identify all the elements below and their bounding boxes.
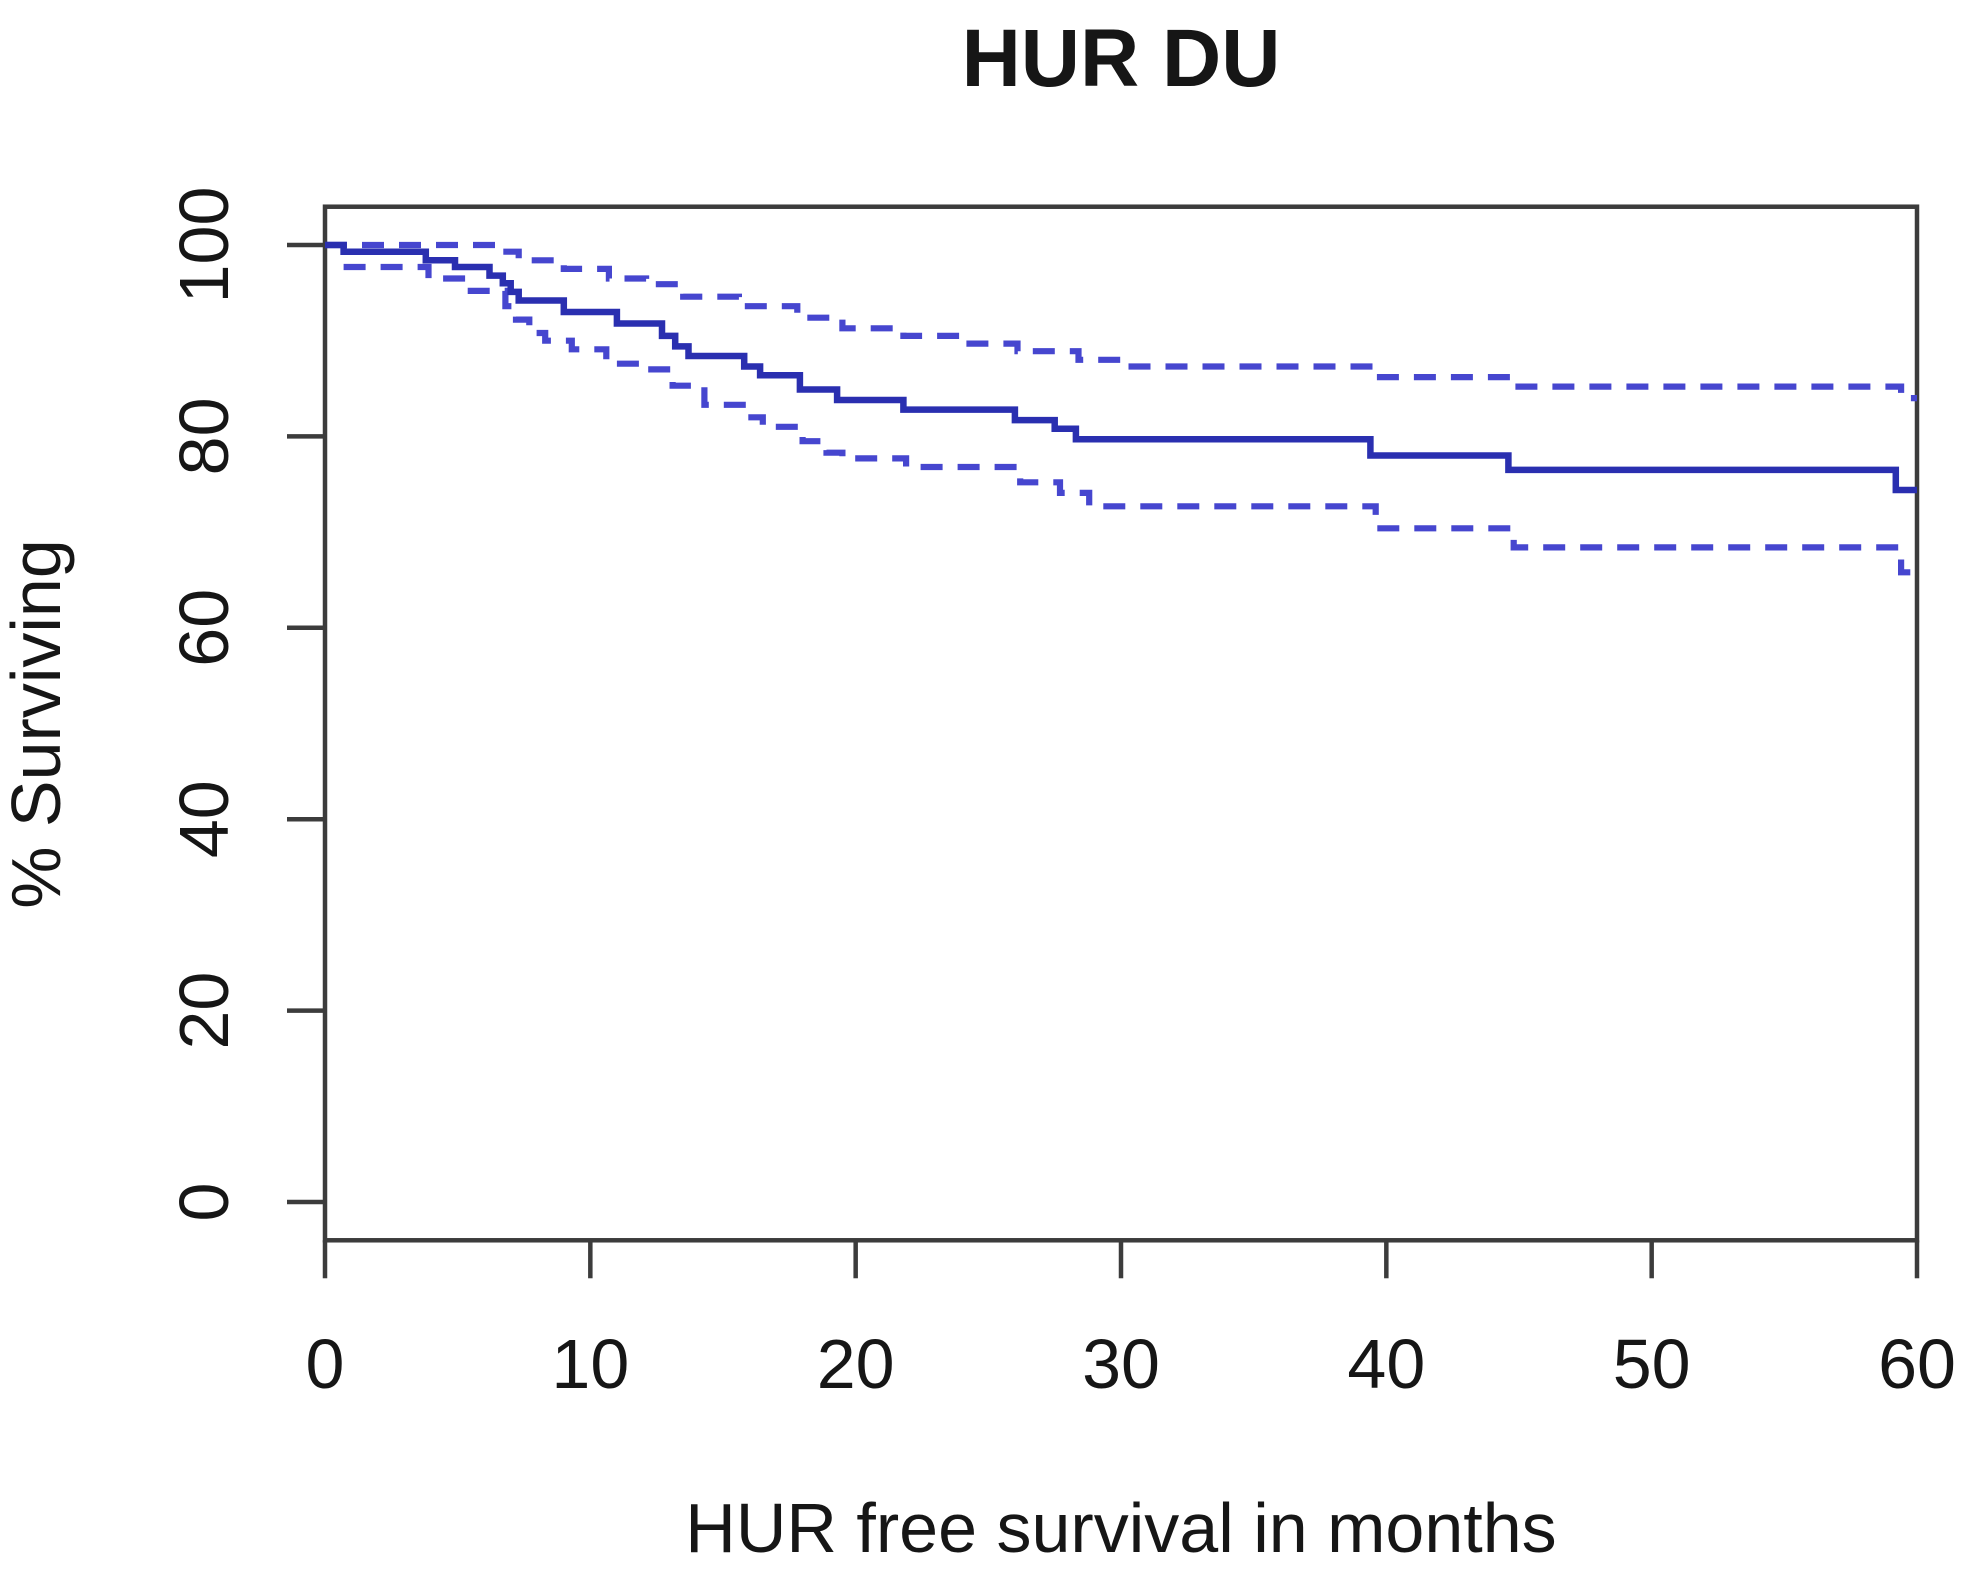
survival-estimate-curve <box>325 241 1917 494</box>
x-tick-label: 60 <box>1878 1325 1956 1403</box>
x-tick-label: 50 <box>1613 1325 1691 1403</box>
axes-layer: 0 10 20 30 40 50 60 0 20 40 60 80 100 <box>165 187 1956 1403</box>
y-axis-label: % Surviving <box>0 539 75 909</box>
x-tick-label: 20 <box>817 1325 895 1403</box>
x-axis-label: HUR free survival in months <box>685 1489 1556 1567</box>
series-layer <box>325 241 1917 576</box>
y-tick-label: 80 <box>165 397 243 475</box>
y-tick-label: 20 <box>165 972 243 1050</box>
y-tick-label: 40 <box>165 780 243 858</box>
x-tick-label: 0 <box>306 1325 345 1403</box>
upper-confidence-band-curve <box>325 241 1917 402</box>
x-tick-label: 40 <box>1347 1325 1425 1403</box>
x-tick-label: 10 <box>551 1325 629 1403</box>
y-tick-label: 100 <box>165 187 243 304</box>
lower-confidence-band-curve <box>343 263 1917 576</box>
y-tick-label: 60 <box>165 589 243 667</box>
plot-box <box>322 204 1920 1243</box>
chart-title: HUR DU <box>962 13 1281 104</box>
x-tick-label: 30 <box>1082 1325 1160 1403</box>
y-tick-label: 0 <box>165 1183 243 1222</box>
